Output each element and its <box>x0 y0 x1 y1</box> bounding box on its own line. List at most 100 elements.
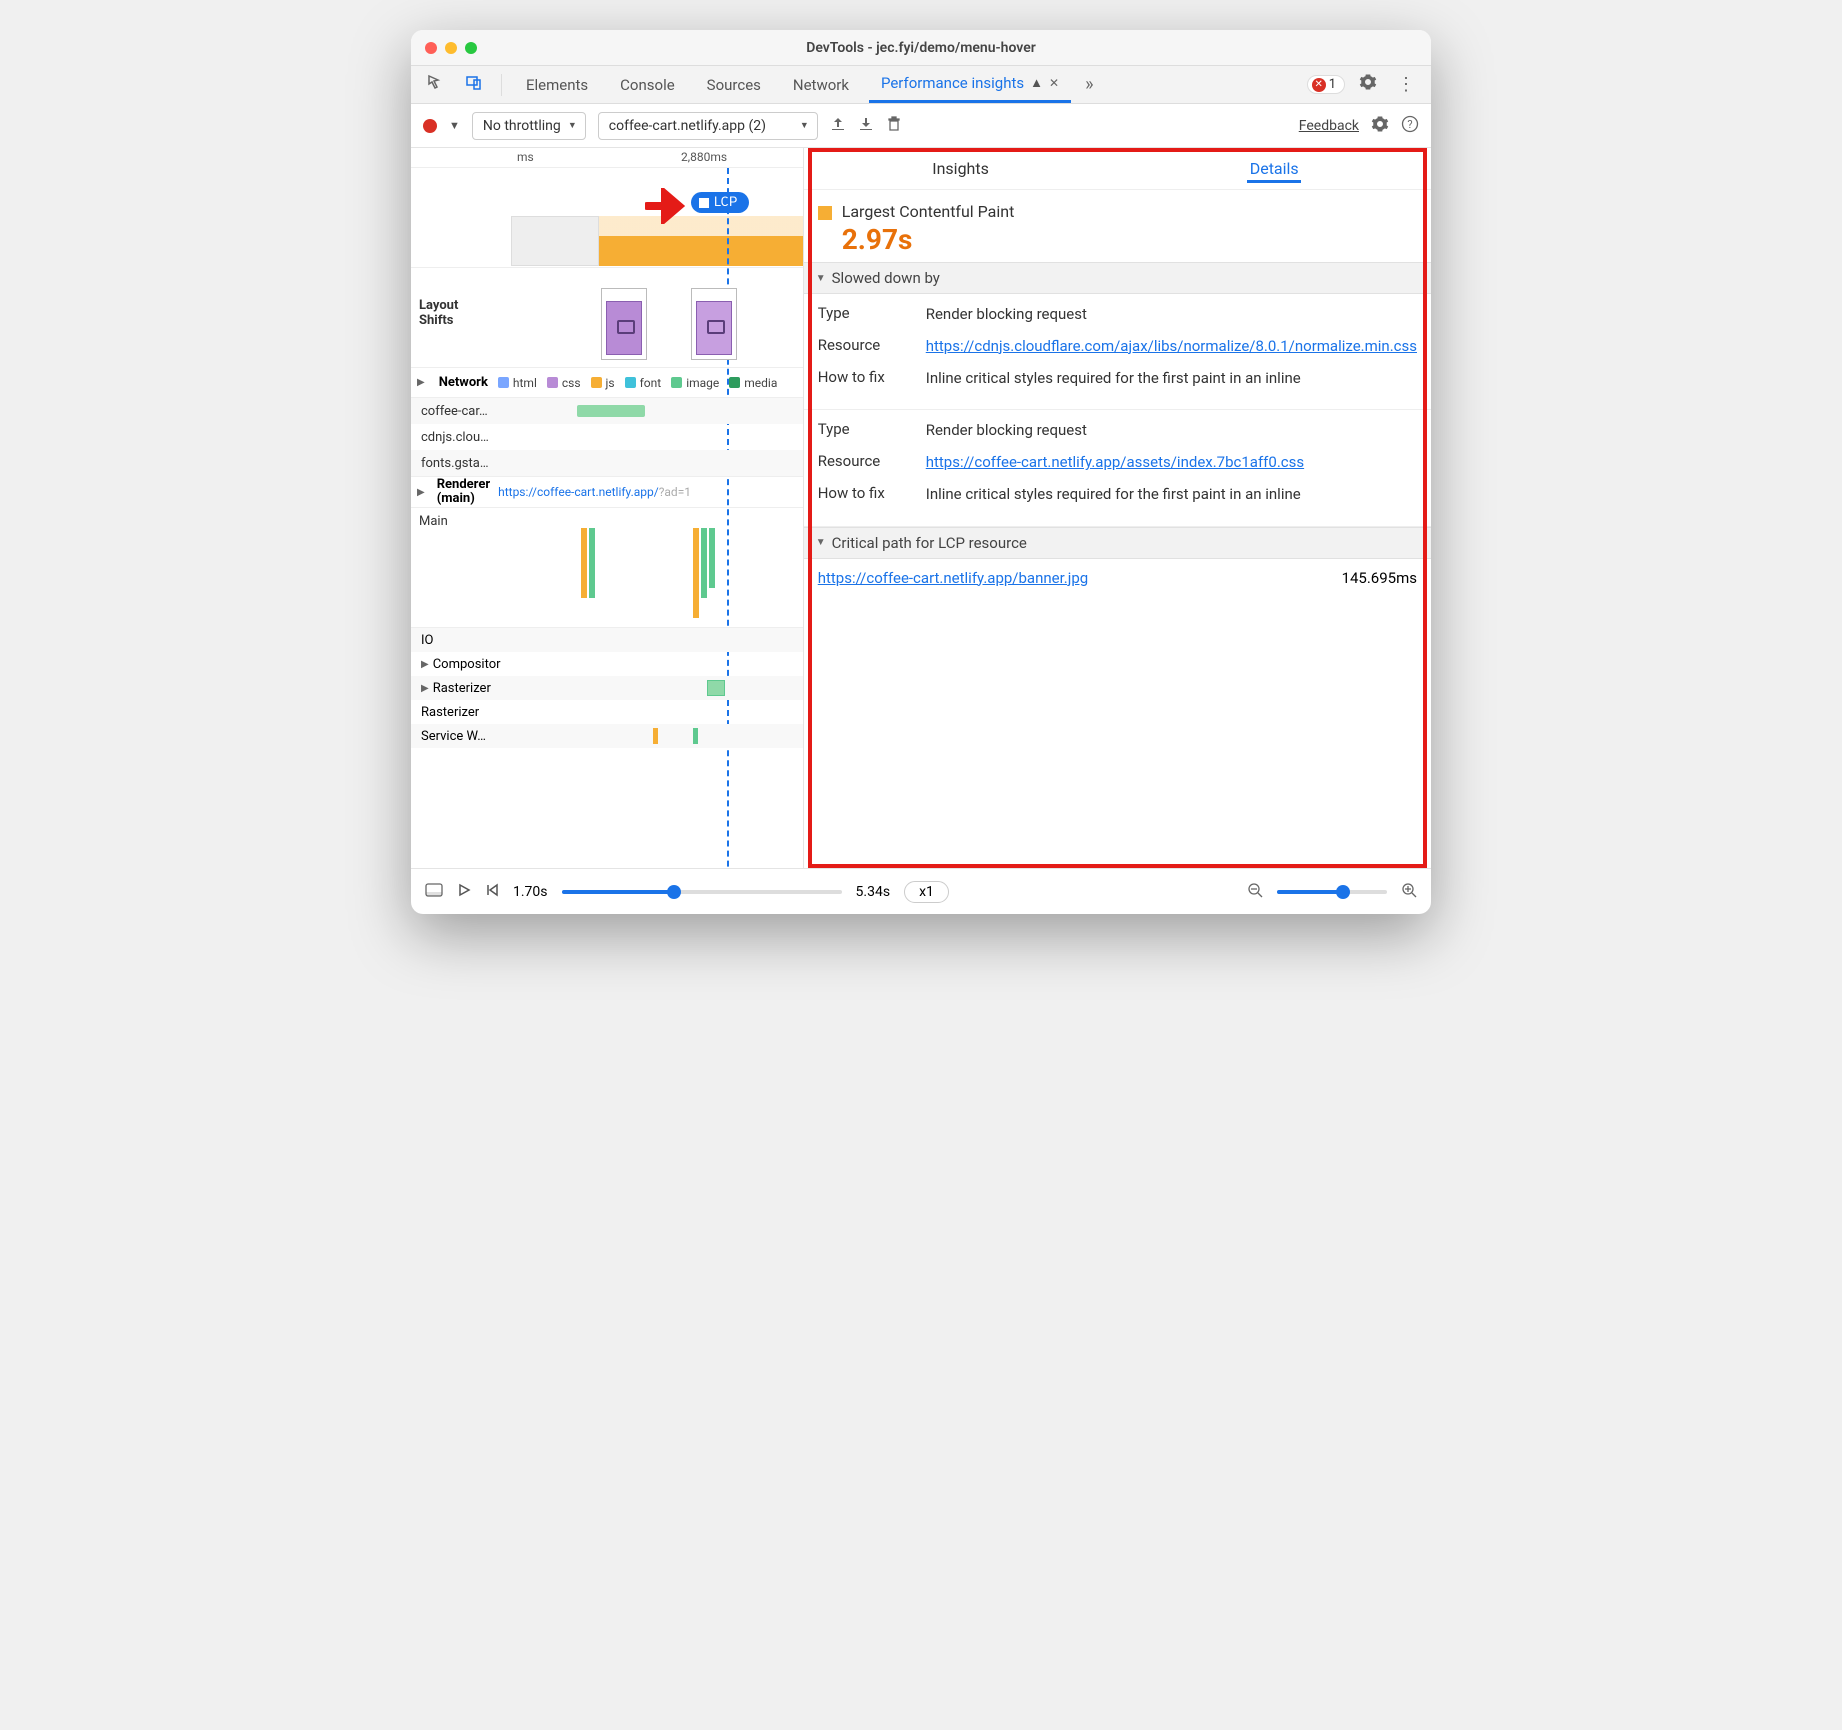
section-slowed-down[interactable]: Slowed down by <box>804 262 1431 294</box>
main-thread-track[interactable]: Main <box>411 508 803 628</box>
tab-label: Insights <box>932 159 989 178</box>
titlebar: DevTools - jec.fyi/demo/menu-hover <box>411 30 1431 66</box>
scrubber[interactable] <box>562 890 842 894</box>
resource-link[interactable]: https://coffee-cart.netlify.app/assets/i… <box>926 453 1304 471</box>
track-label: Renderer (main) <box>437 478 490 507</box>
lcp-title: Largest Contentful Paint <box>842 202 1015 221</box>
tab-label: Elements <box>526 76 588 94</box>
kebab-icon[interactable]: ⋮ <box>1391 70 1421 99</box>
upload-icon[interactable] <box>830 116 846 136</box>
critical-path-row: https://coffee-cart.netlify.app/banner.j… <box>804 559 1431 597</box>
more-tabs-icon[interactable]: » <box>1079 70 1099 99</box>
url-prefix: https://coffee-cart.netlify.app/ <box>498 485 659 499</box>
network-row[interactable]: fonts.gsta… <box>411 450 803 476</box>
task-bar <box>653 728 658 744</box>
request-bar <box>577 405 645 417</box>
tab-elements[interactable]: Elements <box>514 66 600 103</box>
section-title: Critical path for LCP resource <box>832 534 1027 552</box>
preview-toggle-icon[interactable] <box>425 882 443 901</box>
io-track[interactable]: IO <box>411 628 803 652</box>
ruler-tick: 2,880ms <box>681 150 727 164</box>
network-row[interactable]: coffee-car… <box>411 398 803 424</box>
legend-item: image <box>671 376 719 390</box>
tab-network[interactable]: Network <box>781 66 861 103</box>
download-icon[interactable] <box>858 116 874 136</box>
tab-insights[interactable]: Insights <box>804 148 1118 189</box>
error-badge[interactable]: ✕ 1 <box>1307 75 1345 94</box>
layout-shift-thumb[interactable] <box>601 288 647 360</box>
divider <box>501 74 502 96</box>
tab-performance-insights[interactable]: Performance insights ▲ ✕ <box>869 66 1071 103</box>
critical-resource-link[interactable]: https://coffee-cart.netlify.app/banner.j… <box>818 569 1088 587</box>
throttle-select[interactable]: No throttling <box>472 112 586 140</box>
annotation-arrow-icon <box>645 188 689 233</box>
inspect-icon[interactable] <box>421 70 451 100</box>
chevron-icon: ▶ <box>421 683 429 694</box>
track-label: Rasterizer <box>433 681 491 696</box>
lcp-label: LCP <box>714 195 737 210</box>
lcp-marker[interactable]: LCP <box>691 192 749 213</box>
gear-icon[interactable] <box>1353 69 1383 100</box>
track-label: Layout Shifts <box>419 298 458 328</box>
lcp-square-icon <box>699 198 709 208</box>
legend-item: css <box>547 376 581 390</box>
skip-back-icon[interactable] <box>485 882 499 901</box>
rasterizer-track-2[interactable]: Rasterizer <box>411 700 803 724</box>
layout-shifts-track: Layout Shifts <box>411 268 803 368</box>
track-label: IO <box>421 633 433 648</box>
task-bar <box>707 680 725 696</box>
close-tab-icon[interactable]: ✕ <box>1049 76 1059 90</box>
tab-sources[interactable]: Sources <box>695 66 773 103</box>
network-row[interactable]: cdnjs.clou… <box>411 424 803 450</box>
layout-shift-thumb[interactable] <box>691 288 737 360</box>
resource-link[interactable]: https://cdnjs.cloudflare.com/ajax/libs/n… <box>926 337 1417 355</box>
timeline-pane: ms 2,880ms 3,200m LCP Layout Shifts <box>411 148 804 868</box>
section-critical-path[interactable]: Critical path for LCP resource <box>804 527 1431 559</box>
service-worker-track[interactable]: Service W… <box>411 724 803 748</box>
track-label: Service W… <box>421 729 486 744</box>
zoom-window-icon[interactable] <box>465 42 477 54</box>
rasterizer-track[interactable]: ▶ Rasterizer <box>411 676 803 700</box>
zoom-out-icon[interactable] <box>1247 882 1263 902</box>
record-icon[interactable] <box>423 119 437 133</box>
compositor-track[interactable]: ▶Compositor <box>411 652 803 676</box>
blocking-request-block: TypeRender blocking request Resourcehttp… <box>804 410 1431 526</box>
recording-select[interactable]: coffee-cart.netlify.app (2) <box>598 112 818 140</box>
trash-icon[interactable] <box>886 116 902 136</box>
ruler-tick: ms <box>517 150 534 164</box>
help-icon[interactable]: ? <box>1401 115 1419 137</box>
tab-console[interactable]: Console <box>608 66 687 103</box>
devtools-tabbar: Elements Console Sources Network Perform… <box>411 66 1431 104</box>
url-suffix: ?ad=1 <box>659 485 691 499</box>
lcp-color-icon <box>818 206 832 220</box>
settings-gear-icon[interactable] <box>1371 115 1389 137</box>
network-legend: htmlcssjsfontimagemedia <box>498 376 778 390</box>
error-count: 1 <box>1329 77 1336 92</box>
close-window-icon[interactable] <box>425 42 437 54</box>
device-toggle-icon[interactable] <box>459 70 489 100</box>
feedback-link[interactable]: Feedback <box>1299 118 1359 134</box>
tab-details[interactable]: Details <box>1117 148 1431 189</box>
tab-label: Console <box>620 76 675 94</box>
flask-icon: ▲ <box>1030 75 1043 91</box>
blocking-request-block: TypeRender blocking request Resourcehttp… <box>804 294 1431 410</box>
speed-pill[interactable]: x1 <box>904 881 949 903</box>
track-label: Compositor <box>433 657 501 672</box>
network-track-header[interactable]: ▶ Network htmlcssjsfontimagemedia <box>411 368 803 398</box>
task-bar <box>693 528 699 618</box>
renderer-track-header[interactable]: ▶ Renderer (main) https://coffee-cart.ne… <box>411 476 803 508</box>
renderer-url[interactable]: https://coffee-cart.netlify.app/?ad=1 <box>498 485 691 499</box>
zoom-in-icon[interactable] <box>1401 882 1417 902</box>
task-bar <box>709 528 715 588</box>
zoom-slider[interactable] <box>1277 890 1387 894</box>
overview-idle <box>511 216 599 266</box>
tab-label: Details <box>1250 159 1299 178</box>
play-icon[interactable] <box>457 882 471 901</box>
record-menu-icon[interactable]: ▼ <box>449 119 460 132</box>
error-icon: ✕ <box>1312 78 1326 92</box>
overview-track[interactable]: LCP <box>411 168 803 268</box>
minimize-window-icon[interactable] <box>445 42 457 54</box>
track-label: Rasterizer <box>421 705 479 720</box>
legend-item: media <box>729 376 777 390</box>
chevron-icon: ▶ <box>417 487 425 498</box>
